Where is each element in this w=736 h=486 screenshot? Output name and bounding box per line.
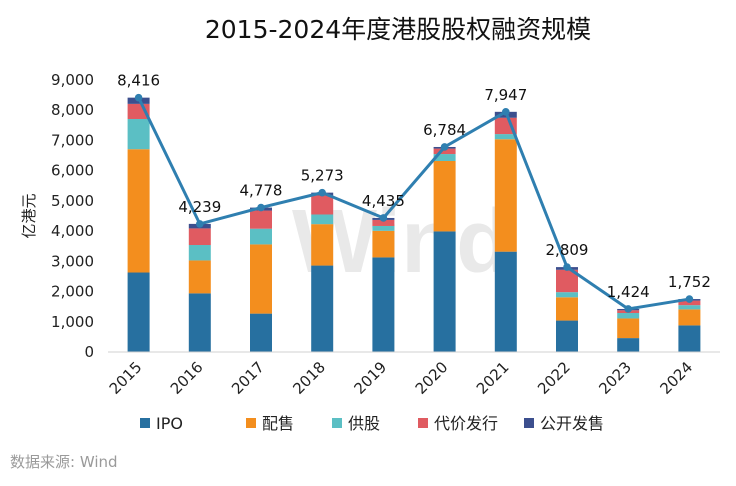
total-point xyxy=(685,295,694,303)
bar-segment xyxy=(311,265,334,352)
total-point xyxy=(440,143,449,151)
total-point xyxy=(318,188,327,197)
bar-segment xyxy=(250,244,272,314)
y-tick-label: 7,000 xyxy=(51,131,94,149)
legend-label: 代价发行 xyxy=(434,414,498,433)
bar-segment xyxy=(678,305,701,310)
x-axis: 2015 2016 2017 2018 2019 2020 2021 2022 2023 2024 xyxy=(106,358,697,398)
bar-segment xyxy=(433,160,456,232)
bar-segment xyxy=(311,214,334,225)
legend-swatch xyxy=(140,418,150,428)
data-labels: 8,416 4,239 4,778 5,273 4,435 6,784 7,947 2,809… xyxy=(117,72,711,301)
bar-segment xyxy=(617,313,640,319)
y-tick-label: 9,000 xyxy=(51,71,94,89)
legend-swatch xyxy=(332,418,342,428)
bar-segment xyxy=(372,225,395,231)
data-label: 5,273 xyxy=(301,167,344,185)
y-tick-label: 4,000 xyxy=(51,222,94,240)
y-tick-label: 2,000 xyxy=(51,283,94,301)
bar-segment xyxy=(372,257,395,352)
x-tick-label: 2015 xyxy=(106,358,146,398)
data-label: 4,778 xyxy=(240,182,283,200)
bar-segment xyxy=(250,228,272,245)
legend-swatch xyxy=(418,418,428,428)
y-tick-label: 1,000 xyxy=(51,313,94,331)
total-point xyxy=(379,214,388,222)
data-label: 1,424 xyxy=(607,283,650,301)
total-line xyxy=(134,93,694,313)
y-tick-label: 8,000 xyxy=(51,101,94,119)
bar-segment xyxy=(494,139,517,252)
bar-segment xyxy=(311,195,334,215)
total-point xyxy=(502,108,510,116)
legend-swatch xyxy=(524,418,534,428)
legend-swatch xyxy=(246,418,256,428)
bars xyxy=(127,97,701,352)
legend-label: 供股 xyxy=(348,414,380,433)
source-note: 数据来源: Wind xyxy=(10,453,118,471)
x-tick-label: 2020 xyxy=(412,358,452,398)
bar-segment xyxy=(617,338,640,352)
data-label: 1,752 xyxy=(668,273,711,291)
bar-segment xyxy=(678,309,701,326)
x-tick-label: 2019 xyxy=(350,358,390,398)
bar-segment xyxy=(556,292,578,298)
data-label: 4,435 xyxy=(362,192,405,210)
chart-title: 2015-2024年度港股股权融资规模 xyxy=(205,15,591,44)
bar-segment xyxy=(556,269,578,293)
data-label: 6,784 xyxy=(423,121,466,139)
y-tick-label: 0 xyxy=(84,343,94,361)
bar-segment xyxy=(127,149,150,273)
bar-segment xyxy=(617,318,640,339)
bar-segment xyxy=(188,260,211,294)
x-tick-label: 2023 xyxy=(595,358,635,398)
data-label: 4,239 xyxy=(178,198,221,216)
y-tick-label: 3,000 xyxy=(51,252,94,270)
x-tick-label: 2024 xyxy=(656,358,696,398)
bar-segment xyxy=(433,231,456,352)
bar-segment xyxy=(678,300,701,306)
bar-segment xyxy=(494,251,517,352)
y-axis: 0 1,000 2,000 3,000 4,000 5,000 6,000 7,000 8,00… xyxy=(51,71,94,361)
total-line-path xyxy=(137,96,690,311)
data-label: 2,809 xyxy=(546,241,589,259)
legend: IPO 配售 供股 代价发行 公开发售 xyxy=(140,414,604,433)
bar-segment xyxy=(433,148,456,155)
total-point xyxy=(196,220,204,228)
bar-segment xyxy=(678,325,701,352)
bar-segment xyxy=(188,245,211,261)
bar-segment xyxy=(250,313,272,352)
bar-segment xyxy=(127,272,150,352)
bar-segment xyxy=(188,228,211,246)
total-point xyxy=(257,203,265,212)
data-label: 8,416 xyxy=(117,72,160,90)
bar-segment xyxy=(127,118,150,150)
total-point xyxy=(134,93,143,102)
bar-segment xyxy=(433,154,456,161)
bar-segment xyxy=(556,320,578,352)
bar-segment xyxy=(372,230,395,258)
y-axis-label: 亿港元 xyxy=(20,193,38,238)
total-point xyxy=(563,263,571,271)
bar-segment xyxy=(372,219,395,226)
total-point xyxy=(624,305,632,313)
bar-segment xyxy=(188,293,211,352)
x-tick-label: 2018 xyxy=(289,358,329,398)
x-tick-label: 2016 xyxy=(167,358,207,398)
data-label: 7,947 xyxy=(484,86,527,104)
x-tick-label: 2017 xyxy=(228,358,268,398)
y-tick-label: 5,000 xyxy=(51,192,94,210)
bar-segment xyxy=(556,297,578,321)
legend-label: IPO xyxy=(156,414,183,433)
legend-label: 公开发售 xyxy=(540,414,604,433)
y-tick-label: 6,000 xyxy=(51,162,94,180)
bar-segment xyxy=(250,210,272,229)
bar-segment xyxy=(494,134,517,140)
x-tick-label: 2022 xyxy=(534,358,574,398)
legend-label: 配售 xyxy=(262,414,294,433)
x-tick-label: 2021 xyxy=(473,358,513,398)
bar-segment xyxy=(311,224,334,266)
